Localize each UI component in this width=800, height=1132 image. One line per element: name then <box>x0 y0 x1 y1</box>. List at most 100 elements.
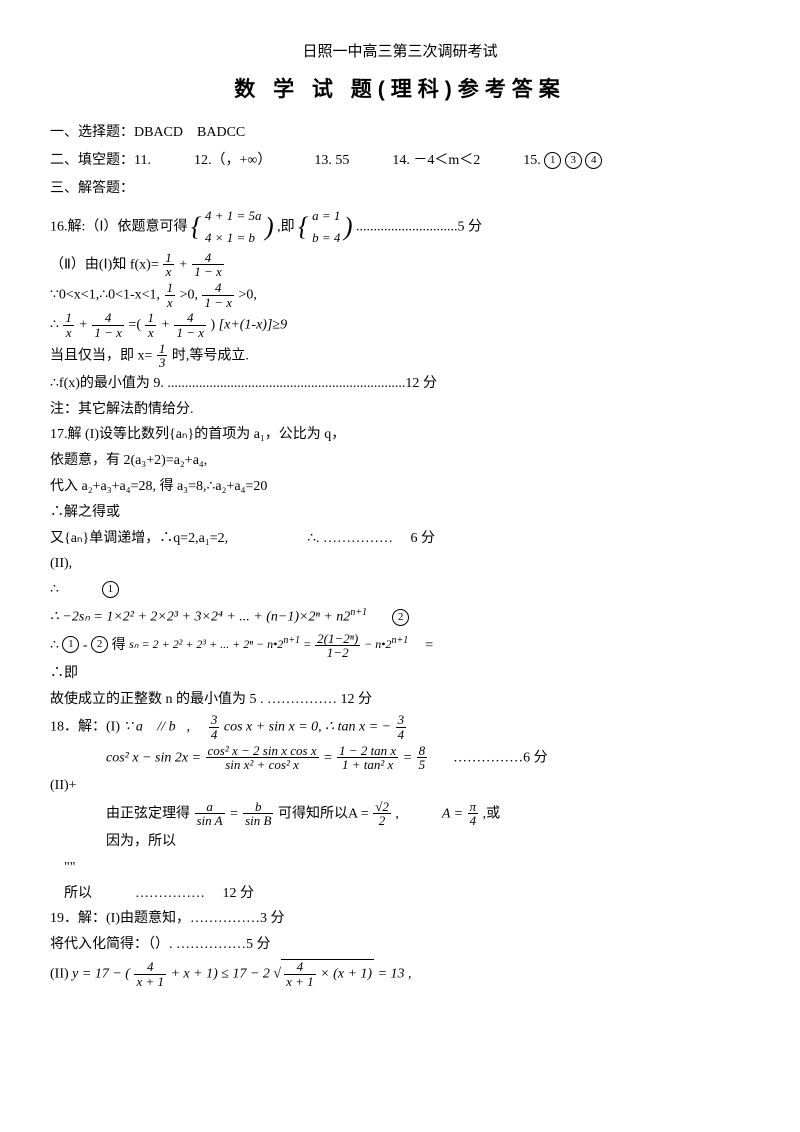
q16b: （Ⅱ）由(Ⅰ)知 f(x)= <box>50 257 159 272</box>
q18-l4: 由正弦定理得 asin A = bsin B 可得知所以A = √2 2 , A… <box>106 800 750 828</box>
eq1: = <box>323 750 336 765</box>
q17-l1: 17.解 (I)设等比数列{aₙ}的首项为 a₁，公比为 q， <box>50 423 750 447</box>
q17-l3: 代入 a₂+a₃+a₄=28, 得 a₃=8,∴a₂+a₄=20 <box>50 475 750 499</box>
sqrt-icon: √ 4x + 1 × (x + 1) <box>273 959 374 988</box>
q18d: 由正弦定理得 <box>106 806 190 821</box>
sys1-r1: 4 + 1 = 5a <box>205 208 262 223</box>
brace-left-icon: { <box>191 205 201 249</box>
closep: ) <box>210 318 215 333</box>
q17i: ∴ <box>50 637 59 652</box>
gt0b: >0, <box>239 287 257 302</box>
circle-2-icon: 2 <box>392 609 409 626</box>
brace-left2-icon: { <box>298 205 308 249</box>
q19c: (II) <box>50 966 69 981</box>
q16c: ∵0<x<1,∴0<1-x<1, <box>50 287 160 302</box>
frac-41mx: 41 − x <box>192 251 224 279</box>
frac-big1: cos² x − 2 sin x cos xsin x² + cos² x <box>206 744 319 772</box>
q17-l2: 依题意，有 2(a₃+2)=a₂+a₄, <box>50 449 750 473</box>
frac-34-b: 34 <box>396 713 407 741</box>
circle-1-icon: 1 <box>544 152 561 169</box>
q18-quot: "" <box>64 856 750 880</box>
Aeq: A = <box>442 806 463 821</box>
q18d2: 可得知所以A = <box>278 806 369 821</box>
q16-text: 16.解:（Ⅰ）依题意可得 <box>50 219 188 234</box>
brace-sys2: a = 1 b = 4 <box>312 205 340 249</box>
q16-line4: ∴ 1x + 41 − x =( 1x + 41 − x ) [x+(1-x)]… <box>50 311 750 339</box>
yexpr: y = 17 − ( <box>72 966 130 981</box>
q18f: 所以 <box>64 886 92 901</box>
exam-header: 日照一中高三第三次调研考试 <box>50 40 750 66</box>
q17g: ∴ <box>50 582 59 597</box>
q16e: 当且仅当，即 x= <box>50 348 152 363</box>
q19-l2: 将代入化简得：（）. ……………5 分 <box>50 933 750 957</box>
q18-l6: 所以 …………… 12 分 <box>64 882 750 906</box>
eq-end: = <box>411 637 433 652</box>
de: 得 <box>112 637 126 652</box>
q18-l5: 因为，所以 <box>106 830 750 854</box>
frac-1x-c: 1x <box>63 311 74 339</box>
fill-13: 13. 55 <box>314 153 349 168</box>
q18d3: ,或 <box>483 806 501 821</box>
q17h-pre: ∴ <box>50 610 59 625</box>
section-2-fill: 二、填空题：11. 12.（，+∞） 13. 55 14. －4＜m＜2 15.… <box>50 149 750 173</box>
frac-1x: 1x <box>163 251 174 279</box>
q16-line2: （Ⅱ）由(Ⅰ)知 f(x)= 1x + 41 − x <box>50 251 750 279</box>
q18-l3: (II)+ <box>50 774 750 798</box>
fill-15: 15. <box>523 153 541 168</box>
q17e2: ∴. …………… 6 分 <box>307 531 435 546</box>
q18a: 18．解：(I) <box>50 720 120 735</box>
eqp: =( <box>128 318 141 333</box>
q16-line6: ∴f(x)的最小值为 9. ..........................… <box>50 372 750 396</box>
sys1-r2: 4 × 1 = b <box>205 230 255 245</box>
q16-line5: 当且仅当，即 x= 13 时,等号成立. <box>50 342 750 370</box>
q16-line1: 16.解:（Ⅰ）依题意可得 { 4 + 1 = 5a 4 × 1 = b ) ,… <box>50 205 750 249</box>
title-main: 数 学 试 题 <box>234 78 378 101</box>
brace-sys1: 4 + 1 = 5a 4 × 1 = b <box>205 205 262 249</box>
frac-bsinB: bsin B <box>243 800 273 828</box>
dots12: …………… 12 分 <box>135 886 254 901</box>
frac-asinA: asin A <box>195 800 225 828</box>
q16e2: 时,等号成立. <box>172 348 249 363</box>
circle-3-icon: 3 <box>565 152 582 169</box>
gt0a: >0, <box>180 287 198 302</box>
frac-41mx-d: 41 − x <box>174 311 206 339</box>
fill-14: 14. －4＜m＜2 <box>392 153 480 168</box>
fill-12: 12.（，+∞） <box>194 153 271 168</box>
circle-2b-icon: 2 <box>91 636 108 653</box>
sys2-r1: a = 1 <box>312 208 340 223</box>
brace-right2-icon: ) <box>344 205 353 249</box>
q16-line3: ∵0<x<1,∴0<1-x<1, 1x >0, 41 − x >0, <box>50 281 750 309</box>
exam-title: 数 学 试 题(理科)参考答案 <box>50 72 750 108</box>
q19-l1: 19．解：(I)由题意知，……………3 分 <box>50 907 750 931</box>
frac-pi4: π4 <box>468 800 479 828</box>
frac-13: 13 <box>157 342 168 370</box>
minus: - <box>83 637 88 652</box>
dots6: ……………6 分 <box>453 750 548 765</box>
q17-l9: ∴ 1 - 2 得 sₙ = 2 + 2² + 2³ + ... + 2ⁿ − … <box>50 632 750 660</box>
section-1-choice: 一、选择题：DBACD BADCC <box>50 121 750 145</box>
plus2: + <box>78 318 87 333</box>
frac-41mx-b: 41 − x <box>202 281 234 309</box>
q17-l11: 故使成立的正整数 n 的最小值为 5 . …………… 12 分 <box>50 688 750 712</box>
comma: , <box>395 806 399 821</box>
circle-1c-icon: 1 <box>62 636 79 653</box>
ji: ,即 <box>277 219 295 234</box>
plus1: + <box>178 257 187 272</box>
frac-41mx-c: 41 − x <box>92 311 124 339</box>
sys2-r2: b = 4 <box>312 230 340 245</box>
q19-l3: (II) y = 17 − ( 4x + 1 + x + 1) ≤ 17 − 2… <box>50 959 750 988</box>
q17-l6: (II), <box>50 552 750 576</box>
section-3-label: 三、解答题： <box>50 177 750 201</box>
title-subject: (理科) <box>378 78 458 101</box>
frac-34: 34 <box>209 713 220 741</box>
q17-l5: 又{aₙ}单调递增，∴q=2,a₁=2, ∴. …………… 6 分 <box>50 527 750 551</box>
dots-5: .............................5 分 <box>356 219 482 234</box>
plusxp1: + x + 1) ≤ 17 − 2 <box>170 966 269 981</box>
plus3: + <box>160 318 169 333</box>
q17-l7: ∴ 1 <box>50 578 750 602</box>
frac-85: 85 <box>417 744 428 772</box>
therefore: ∴ <box>50 318 59 333</box>
fill-label: 二、填空题：11. <box>50 153 151 168</box>
q17-l10: ∴即 <box>50 662 750 686</box>
frac-1x-d: 1x <box>145 311 156 339</box>
